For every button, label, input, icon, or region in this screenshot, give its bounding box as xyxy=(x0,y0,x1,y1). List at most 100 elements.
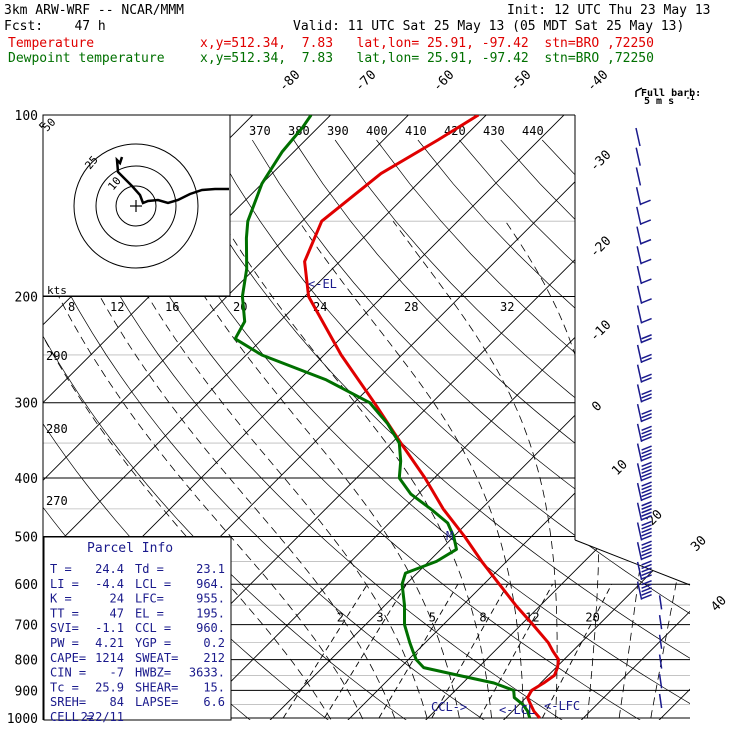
temperature-location: x,y=512.34, 7.83 lat,lon= 25.91, -97.42 … xyxy=(200,36,654,51)
wind-barb-17 xyxy=(636,461,652,482)
mixing-ratio-line-20 xyxy=(541,584,613,719)
wind-barb-staff xyxy=(636,384,643,403)
parcel-value-a: 84 xyxy=(110,695,124,709)
parcel-value-a: 24 xyxy=(110,592,124,606)
wind-barb-staff xyxy=(636,364,643,383)
parcel-value-a: 24.4 xyxy=(95,562,124,576)
pressure-label-600: 600 xyxy=(15,578,38,593)
isotherm-40 xyxy=(648,115,690,720)
wind-barb-flag xyxy=(641,515,652,521)
isotherm-50 xyxy=(726,102,740,731)
isotherm-30 xyxy=(570,115,690,720)
wind-barb-flag xyxy=(641,409,652,415)
wind-barb-flag xyxy=(641,298,652,304)
wind-barb-flag xyxy=(641,593,652,600)
wind-barb-flag xyxy=(641,425,652,432)
parcel-label-a: CAPE= xyxy=(50,651,86,665)
pressure-label-1000: 1000 xyxy=(7,712,38,727)
speed-axis-label-12: 12 xyxy=(110,300,124,314)
parcel-value-b: 23.1 xyxy=(196,562,225,576)
parcel-label-b: SWEAT= xyxy=(135,651,178,665)
pressure-label-500: 500 xyxy=(15,530,38,545)
dry-adiabat-380 xyxy=(376,139,690,720)
mixing-ratio-line-12 xyxy=(479,584,554,719)
mixing-ratio-label-8: 8 xyxy=(479,611,486,625)
dry-adiabat-460 xyxy=(708,140,740,731)
wind-barb-flag xyxy=(641,491,652,498)
parcel-value-a: 222/11 xyxy=(81,710,124,724)
wind-barb-6 xyxy=(636,246,652,265)
wind-barb-14 xyxy=(636,403,652,423)
wind-barb-flag xyxy=(641,531,652,537)
parcel-label-b: Td = xyxy=(135,562,164,576)
wind-barb-24 xyxy=(658,595,663,610)
parcel-info-title: Parcel Info xyxy=(87,541,173,556)
dry-adiabat-390 xyxy=(417,139,690,720)
wind-barb-flag xyxy=(641,475,652,482)
wind-barb-flag xyxy=(641,570,652,577)
wind-barb-8 xyxy=(636,285,652,304)
plot-boundary-diagonal xyxy=(574,539,691,586)
wind-barb-7 xyxy=(636,265,652,285)
wind-barb-flag xyxy=(641,389,652,396)
wind-barb-staff xyxy=(636,226,642,245)
mixing-ratio-line-2 xyxy=(282,583,368,719)
pressure-label-900: 900 xyxy=(15,684,38,699)
wind-barb-staff xyxy=(658,614,663,630)
wind-barb-flag xyxy=(641,534,652,541)
wind-barb-flag xyxy=(641,511,652,517)
wind-barb-flag xyxy=(641,432,652,439)
parcel-label-a: PW = xyxy=(50,636,79,650)
speed-axis-label-8: 8 xyxy=(68,300,75,314)
parcel-label-a: CIN = xyxy=(50,666,86,680)
parcel-label-b: CCL = xyxy=(135,621,171,635)
wind-barb-flag xyxy=(641,520,652,527)
dry-adiabat-320 xyxy=(127,139,690,720)
wind-barb-flag xyxy=(641,501,652,507)
isotherm-label--10: -10 xyxy=(587,318,614,345)
legend-dewpoint: Dewpoint temperature xyxy=(8,51,165,66)
isotherm-label-40: 40 xyxy=(708,593,730,615)
adiabat-label-290: 290 xyxy=(46,349,68,363)
parcel-label-a: T = xyxy=(50,562,72,576)
wind-barb-flag xyxy=(641,524,652,530)
init-time: Init: 12 UTC Thu 23 May 13 xyxy=(507,3,711,18)
marker-mpl: M xyxy=(446,529,453,543)
moist-adiabat-40 xyxy=(648,221,690,720)
wind-barb-flag xyxy=(641,527,652,534)
dewpoint-location: x,y=512.34, 7.83 lat,lon= 25.91, -97.42 … xyxy=(200,51,654,66)
theta-label-370: 370 xyxy=(249,124,271,138)
isotherm-label--50: -50 xyxy=(507,68,534,95)
wind-barb-flag xyxy=(641,551,652,557)
wind-barb-0 xyxy=(635,127,641,147)
parcel-value-a: -7 xyxy=(110,666,124,680)
parcel-value-b: 0.2 xyxy=(203,636,225,650)
hodograph-ring-2 xyxy=(73,143,199,269)
speed-axis-label-32: 32 xyxy=(500,300,514,314)
wind-barb-flag xyxy=(641,583,652,589)
wind-barb-flag xyxy=(641,586,652,593)
mixing-ratio-label-5: 5 xyxy=(429,611,436,625)
wind-barb-2 xyxy=(635,167,642,186)
barb-legend-line1: Full barb: xyxy=(641,88,701,99)
theta-label-440: 440 xyxy=(522,124,544,138)
moist-adiabat-28 xyxy=(392,220,558,720)
wind-barb-flag xyxy=(641,495,652,501)
dry-adiabat-420 xyxy=(541,139,690,720)
wind-barb-flag xyxy=(641,396,652,403)
moist-adiabat-24 xyxy=(298,220,525,720)
wind-barb-flag xyxy=(641,544,652,550)
wind-barbs xyxy=(635,127,663,709)
theta-label-410: 410 xyxy=(405,124,427,138)
dry-adiabat-430 xyxy=(583,139,690,720)
parcel-label-a: K = xyxy=(50,592,72,606)
wind-barb-18 xyxy=(636,481,652,502)
marker-lfc: <-LFC xyxy=(544,699,580,713)
wind-barb-26 xyxy=(658,634,663,649)
speed-axis-label-28: 28 xyxy=(404,300,418,314)
wind-barb-staff xyxy=(636,305,643,324)
wind-barb-flag xyxy=(641,357,652,363)
isotherm-20 xyxy=(492,115,690,720)
wind-barb-staff xyxy=(636,206,642,226)
wind-barb-16 xyxy=(636,443,652,462)
